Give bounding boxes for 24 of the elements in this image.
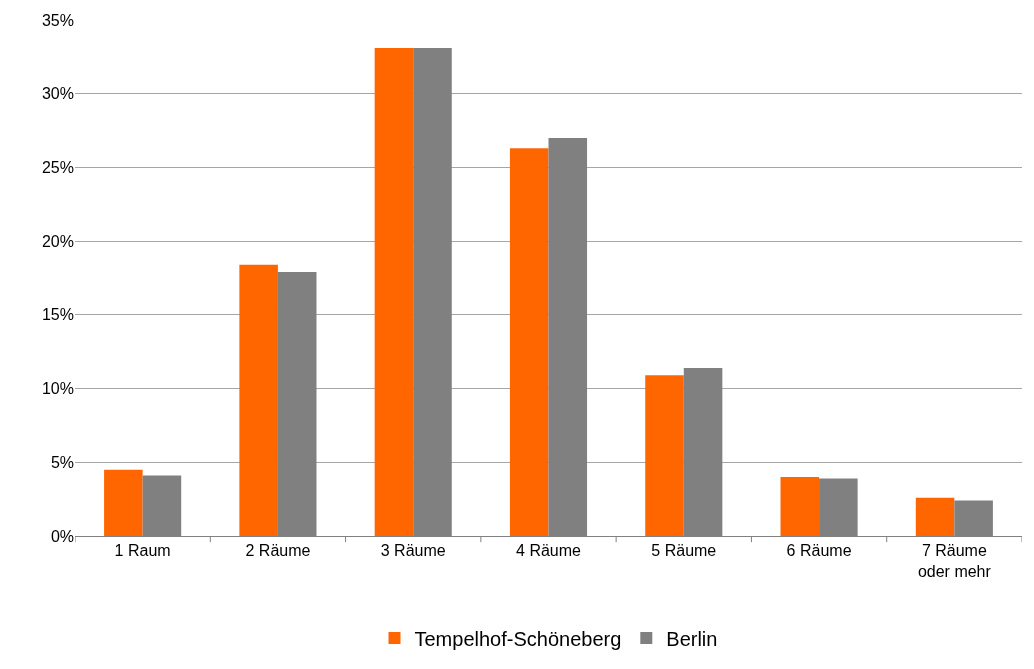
y-tick-label: 5%	[50, 453, 74, 471]
x-tick-label: 7 Räume oder mehr	[917, 542, 992, 580]
x-tick-label: 2 Räume	[245, 542, 311, 560]
y-tick-label: 25%	[41, 159, 74, 177]
y-tick-label: 0%	[50, 527, 74, 545]
bar	[645, 375, 684, 536]
x-tick-label: 3 Räume	[380, 542, 446, 560]
bar	[374, 48, 414, 536]
x-tick-label: 1 Raum	[114, 542, 171, 560]
y-tick-label: 10%	[41, 380, 74, 398]
legend-label: Berlin	[666, 627, 718, 650]
x-tick-label: 5 Räume	[651, 542, 717, 560]
bar	[915, 497, 955, 536]
legend-label: Tempelhof-Schöneberg	[414, 627, 622, 650]
y-tick-label: 30%	[41, 85, 74, 103]
bar	[239, 264, 278, 536]
y-tick-label: 20%	[41, 232, 74, 250]
bar	[509, 148, 549, 536]
y-tick-label: 15%	[41, 306, 74, 324]
bar	[104, 469, 143, 536]
y-tick-label: 35%	[41, 11, 74, 29]
bar	[780, 477, 820, 536]
x-tick-label: 6 Räume	[786, 542, 852, 560]
x-tick-label: 4 Räume	[516, 542, 582, 560]
